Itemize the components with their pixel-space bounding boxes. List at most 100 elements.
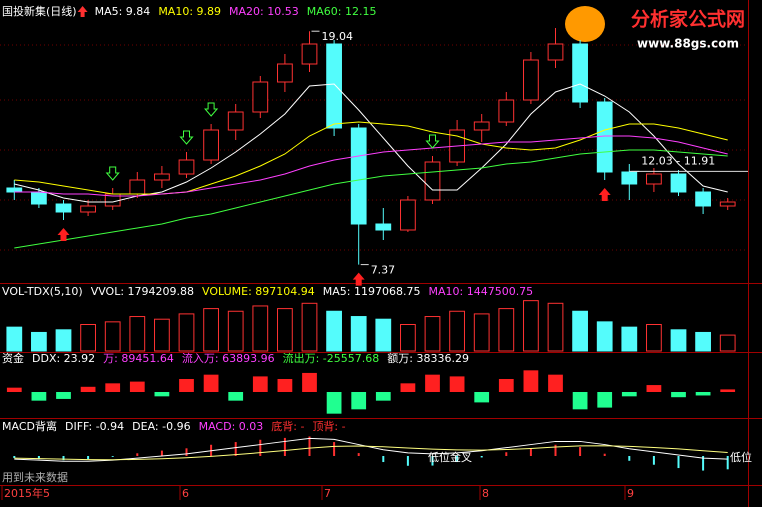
ddx-bar: [449, 376, 465, 392]
volume-bar: [695, 331, 711, 352]
sell-arrow: [179, 130, 194, 145]
volume-bar: [523, 300, 539, 352]
panel-header: VOLUME: 897104.94: [202, 285, 315, 298]
volume-bar: [719, 334, 736, 352]
candle-body: [80, 205, 96, 213]
candle-body: [350, 127, 367, 225]
ddx-bar: [474, 392, 490, 403]
ddx-bar: [326, 392, 342, 414]
panel-header: 资金: [2, 351, 24, 365]
x-tick-label: 2015年5: [4, 486, 50, 500]
ddx-bar: [548, 374, 563, 392]
volume-bar: [129, 316, 146, 352]
candle-body: [277, 63, 293, 83]
header-arrow: [77, 6, 88, 17]
volume-bar: [498, 308, 515, 352]
panel-header: 额万: 38336.29: [387, 352, 469, 365]
volume-bar: [252, 305, 269, 352]
volume-bar: [350, 316, 367, 352]
sell-arrow: [204, 102, 219, 117]
candle-body: [400, 199, 416, 231]
volume-bar: [55, 329, 72, 352]
candle-body: [154, 173, 170, 181]
volume-bar: [473, 313, 490, 352]
panel-header: MA10: 9.89: [158, 5, 221, 18]
candle-body: [424, 161, 441, 201]
panel-header: 顶背: -: [312, 419, 345, 433]
panel-header: 流入万: 63893.96: [182, 351, 275, 365]
panel-header: VOL-TDX(5,10): [2, 285, 83, 298]
volume-bar: [646, 324, 662, 352]
buy-arrow: [57, 228, 70, 241]
candle-body: [375, 223, 392, 231]
volume-bar: [596, 321, 613, 352]
ddx-bar: [720, 389, 736, 392]
ddx-bar: [498, 379, 514, 392]
x-tick-label: 7: [324, 487, 331, 500]
panel-header: 流出万: -25557.68: [283, 351, 380, 365]
ddx-bar: [105, 383, 121, 392]
candle-body: [252, 81, 269, 113]
ddx-bar: [695, 392, 711, 396]
panel-header: MA60: 12.15: [307, 5, 377, 18]
ddx-bar: [80, 386, 96, 392]
buy-arrow: [352, 272, 365, 286]
candle-body: [596, 101, 613, 173]
candle-body: [646, 173, 662, 185]
ma-line: [14, 135, 728, 197]
candle-body: [621, 171, 638, 185]
panel-header: MA10: 1447500.75: [428, 285, 533, 298]
watermark-title: 分析家公式网: [631, 8, 745, 31]
candle-body: [178, 159, 195, 175]
panel-header: MA20: 10.53: [229, 5, 299, 18]
macd-label: 低位: [730, 450, 752, 464]
candle-body: [203, 129, 219, 161]
watermark-url: www.88gs.com: [637, 37, 739, 51]
volume-bar: [326, 310, 342, 352]
candle-body: [227, 111, 244, 131]
panel-header: DIFF: -0.94: [65, 420, 124, 433]
ddx-bar: [277, 379, 293, 392]
panel-header: VVOL: 1794209.88: [91, 285, 194, 298]
candle-body: [326, 43, 342, 129]
volume-bar: [547, 302, 564, 352]
panel-header: 底背: -: [271, 419, 304, 433]
ddx-bar: [523, 370, 539, 392]
ddx-bar: [621, 392, 637, 397]
panel-header: DDX: 23.92: [32, 352, 95, 365]
macd-label: 低位金叉: [428, 450, 472, 464]
volume-bar: [31, 331, 47, 352]
volume-bar: [301, 302, 318, 352]
annotation: 19.04: [322, 30, 354, 43]
ddx-bar: [646, 385, 662, 392]
ddx-bar: [6, 387, 22, 392]
ddx-bar: [425, 374, 440, 392]
sell-arrow: [105, 166, 120, 181]
ma-line: [14, 121, 728, 195]
volume-bar: [572, 310, 588, 352]
candle-body: [498, 99, 515, 123]
candle-body: [547, 43, 564, 61]
candle-body: [670, 173, 687, 193]
candle-body: [129, 179, 146, 195]
note: 用到未来数据: [2, 470, 68, 484]
ddx-bar: [597, 392, 613, 408]
panel-header: MA5: 9.84: [95, 5, 151, 18]
x-tick-label: 8: [482, 487, 489, 500]
ddx-bar: [179, 379, 194, 392]
annotation: 12.03 - 11.91: [641, 154, 715, 167]
dea-line: [14, 445, 728, 461]
dotted-grid: [0, 44, 748, 251]
volume-bar: [6, 326, 23, 352]
panel-header: MACD背离: [2, 419, 57, 433]
ddx-bar: [400, 383, 416, 392]
chart-title: 国投新集(日线): [2, 4, 77, 18]
ddx-bar: [31, 392, 47, 401]
candle-body: [695, 191, 711, 207]
ma-line: [14, 149, 728, 249]
annotation: 7.37: [371, 264, 396, 277]
volume-bar: [621, 326, 638, 352]
